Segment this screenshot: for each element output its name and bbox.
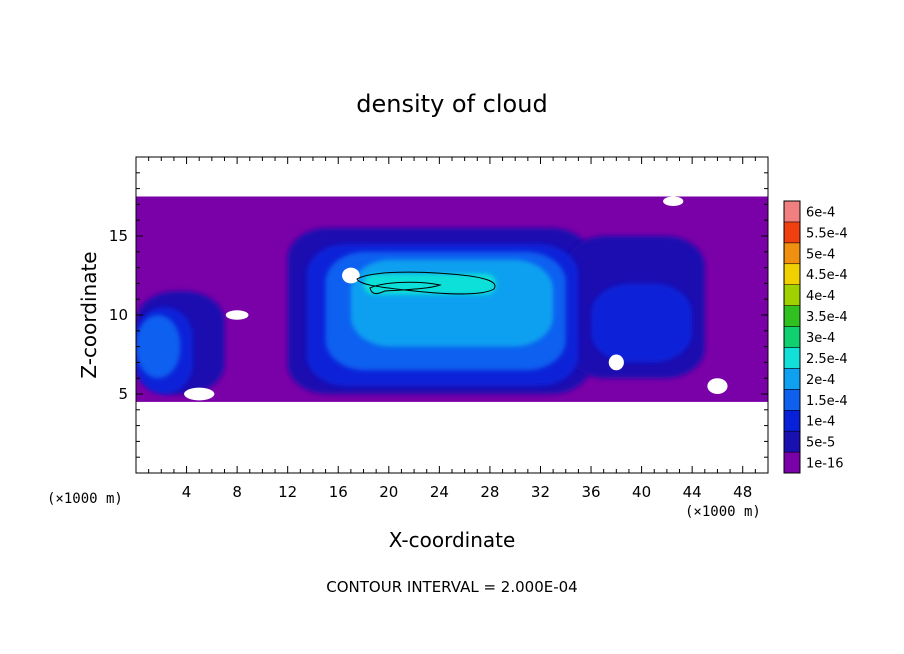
colorbar-label: 6e-4 xyxy=(806,205,835,220)
y-tick-labels: 5 10 15 xyxy=(109,227,128,403)
y-tick-label: 10 xyxy=(109,306,128,324)
clear-air-patch xyxy=(707,378,728,394)
x-tick-label: 16 xyxy=(329,483,348,501)
colorbar-swatch xyxy=(783,263,801,285)
colorbar-swatch xyxy=(783,305,801,327)
colorbar-swatch xyxy=(783,284,801,306)
colorbar-label: 1e-4 xyxy=(806,415,835,430)
x-tick-label: 40 xyxy=(632,483,651,501)
x-tick-label: 32 xyxy=(531,483,550,501)
x-axis-label: X-coordinate xyxy=(389,528,516,552)
contour-region-1.5e-4 xyxy=(136,315,181,379)
chart-title: density of cloud xyxy=(356,90,547,118)
colorbar-frame xyxy=(783,200,801,474)
colorbar-swatch xyxy=(783,200,801,223)
contour-region-1e-4 xyxy=(591,283,693,363)
x-tick-label: 36 xyxy=(581,483,600,501)
clear-air-patch xyxy=(342,267,360,284)
colorbar-label: 5e-5 xyxy=(806,436,835,451)
colorbar-label: 2e-4 xyxy=(806,373,835,388)
clear-air-patch xyxy=(225,310,249,320)
colorbar: 1e-16 5e-5 1e-4 1.5e-4 2e-4 2.5e-4 3e-4 3.5e-4 4… xyxy=(783,200,848,474)
y-tick-label: 5 xyxy=(118,385,128,403)
clear-air-patches xyxy=(184,196,728,401)
x-tick-label: 4 xyxy=(182,483,192,501)
colorbar-label: 3e-4 xyxy=(806,331,835,346)
plot-area xyxy=(135,156,769,474)
x-unit-left: (×1000 m) xyxy=(47,491,123,507)
colorbar-label: 4.5e-4 xyxy=(806,268,848,283)
y-axis-label: Z-coordinate xyxy=(77,251,101,378)
contour-line-upper xyxy=(356,271,496,295)
contour-fill xyxy=(136,196,768,402)
x-tick-labels: 4 8 12 16 20 24 28 32 36 40 44 48 xyxy=(182,483,752,501)
y-tick-label: 15 xyxy=(109,227,128,245)
x-tick-label: 48 xyxy=(733,483,752,501)
colorbar-label: 1.5e-4 xyxy=(806,394,848,409)
colorbar-label: 4e-4 xyxy=(806,289,835,304)
colorbar-label: 2.5e-4 xyxy=(806,352,848,367)
x-tick-label: 24 xyxy=(430,483,449,501)
colorbar-swatch xyxy=(783,409,801,432)
colorbar-label: 5e-4 xyxy=(806,247,835,262)
colorbar-label: 5.5e-4 xyxy=(806,226,848,241)
clear-air-patch xyxy=(663,196,684,206)
colorbar-swatch xyxy=(783,430,801,453)
colorbar-swatch xyxy=(783,221,801,244)
x-tick-label: 8 xyxy=(232,483,242,501)
colorbar-swatch xyxy=(783,242,801,265)
colorbar-swatch xyxy=(783,326,801,348)
contour-interval: CONTOUR INTERVAL = 2.000E-04 xyxy=(326,578,577,596)
colorbar-label: 1e-16 xyxy=(806,457,844,472)
x-tick-label: 28 xyxy=(480,483,499,501)
clear-air-patch xyxy=(608,354,624,371)
x-unit-right: (×1000 m) xyxy=(685,504,761,520)
colorbar-label: 3.5e-4 xyxy=(806,310,848,325)
x-tick-label: 12 xyxy=(278,483,297,501)
x-tick-label: 20 xyxy=(379,483,398,501)
colorbar-swatch xyxy=(783,347,801,369)
contour-line-lower xyxy=(369,281,442,295)
contour-lines xyxy=(356,271,496,295)
colorbar-swatch xyxy=(783,389,801,411)
x-tick-label: 44 xyxy=(683,483,702,501)
contour-region-2e-4 xyxy=(350,259,554,347)
clear-air-patch xyxy=(184,387,215,401)
axis-ticks xyxy=(136,157,768,473)
colorbar-swatch xyxy=(783,451,801,474)
colorbar-swatch xyxy=(783,368,801,390)
